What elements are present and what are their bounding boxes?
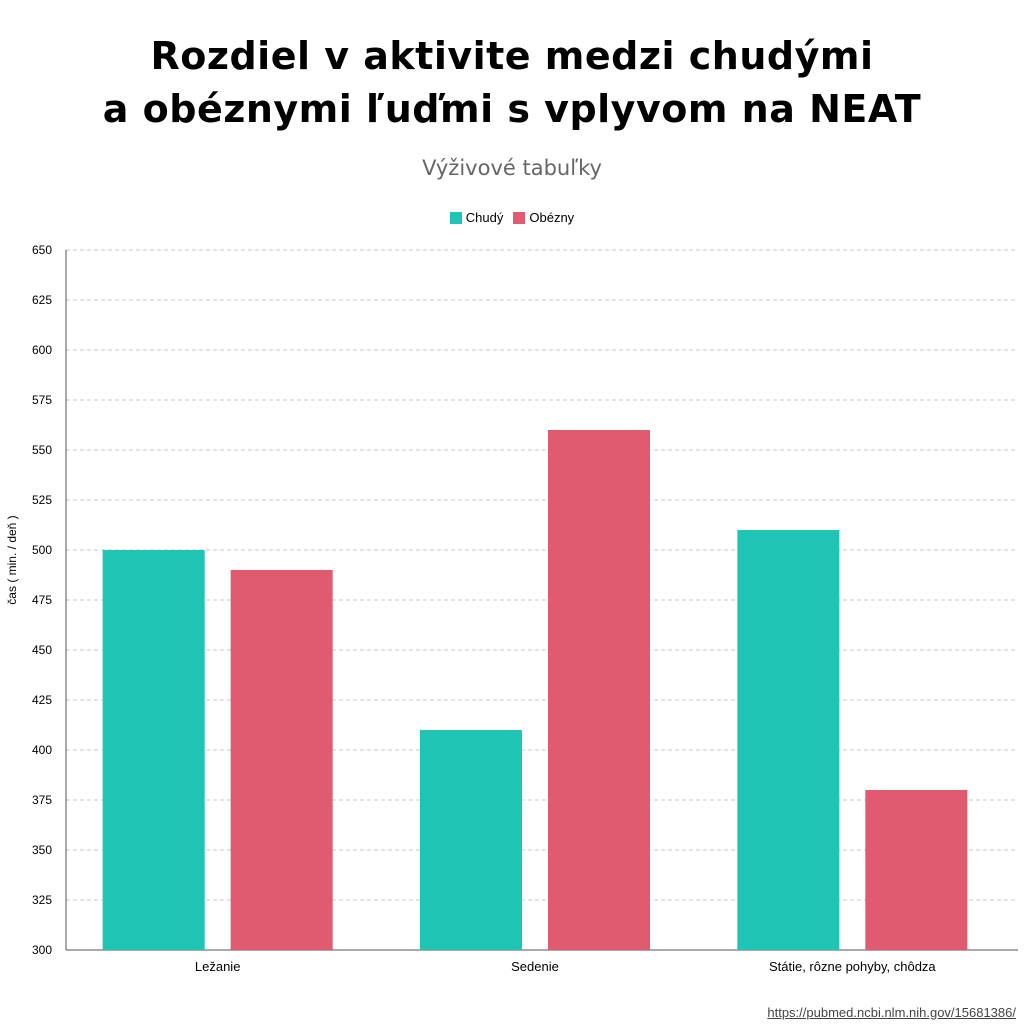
x-category-label: Státie, rôzne pohyby, chôdza — [769, 959, 936, 974]
bar-obezny — [865, 790, 968, 950]
y-tick-label: 550 — [32, 443, 52, 457]
bar-chudy — [420, 730, 522, 950]
legend-label-obezny: Obézny — [529, 210, 575, 225]
y-tick-label: 425 — [32, 693, 52, 707]
y-tick-label: 300 — [32, 943, 52, 957]
y-tick-label: 400 — [32, 743, 52, 757]
y-tick-label: 325 — [32, 893, 52, 907]
chart-title-line-2: a obéznymi ľuďmi s vplyvom na NEAT — [102, 87, 922, 131]
chart-title-line-1: Rozdiel v aktivite medzi chudými — [150, 34, 874, 78]
y-tick-label: 525 — [32, 493, 52, 507]
y-tick-label: 475 — [32, 593, 52, 607]
y-tick-label: 450 — [32, 643, 52, 657]
legend-item-obezny[interactable]: Obézny — [513, 210, 574, 225]
bar-obezny — [230, 570, 333, 950]
bar-chudy — [737, 530, 840, 950]
source-link[interactable]: https://pubmed.ncbi.nlm.nih.gov/15681386… — [767, 1005, 1016, 1020]
y-tick-label: 650 — [32, 243, 52, 257]
x-category-label: Ležanie — [195, 959, 241, 974]
y-tick-label: 500 — [32, 543, 52, 557]
chart-subtitle: Výživové tabuľky — [422, 156, 602, 180]
y-tick-label: 375 — [32, 793, 52, 807]
chart-title: Rozdiel v aktivite medzi chudými a obézn… — [0, 30, 1024, 136]
legend: Chudý Obézny — [0, 210, 1024, 225]
y-tick-label: 350 — [32, 843, 52, 857]
y-tick-label: 600 — [32, 343, 52, 357]
bar-obezny — [548, 430, 650, 950]
x-category-label: Sedenie — [511, 959, 559, 974]
y-tick-label: 625 — [32, 293, 52, 307]
bar-chudy — [102, 550, 205, 950]
legend-item-chudy[interactable]: Chudý — [449, 210, 504, 225]
legend-swatch-chudy — [449, 211, 462, 224]
y-tick-label: 575 — [32, 393, 52, 407]
legend-swatch-obezny — [513, 211, 526, 224]
legend-label-chudy: Chudý — [465, 210, 504, 225]
